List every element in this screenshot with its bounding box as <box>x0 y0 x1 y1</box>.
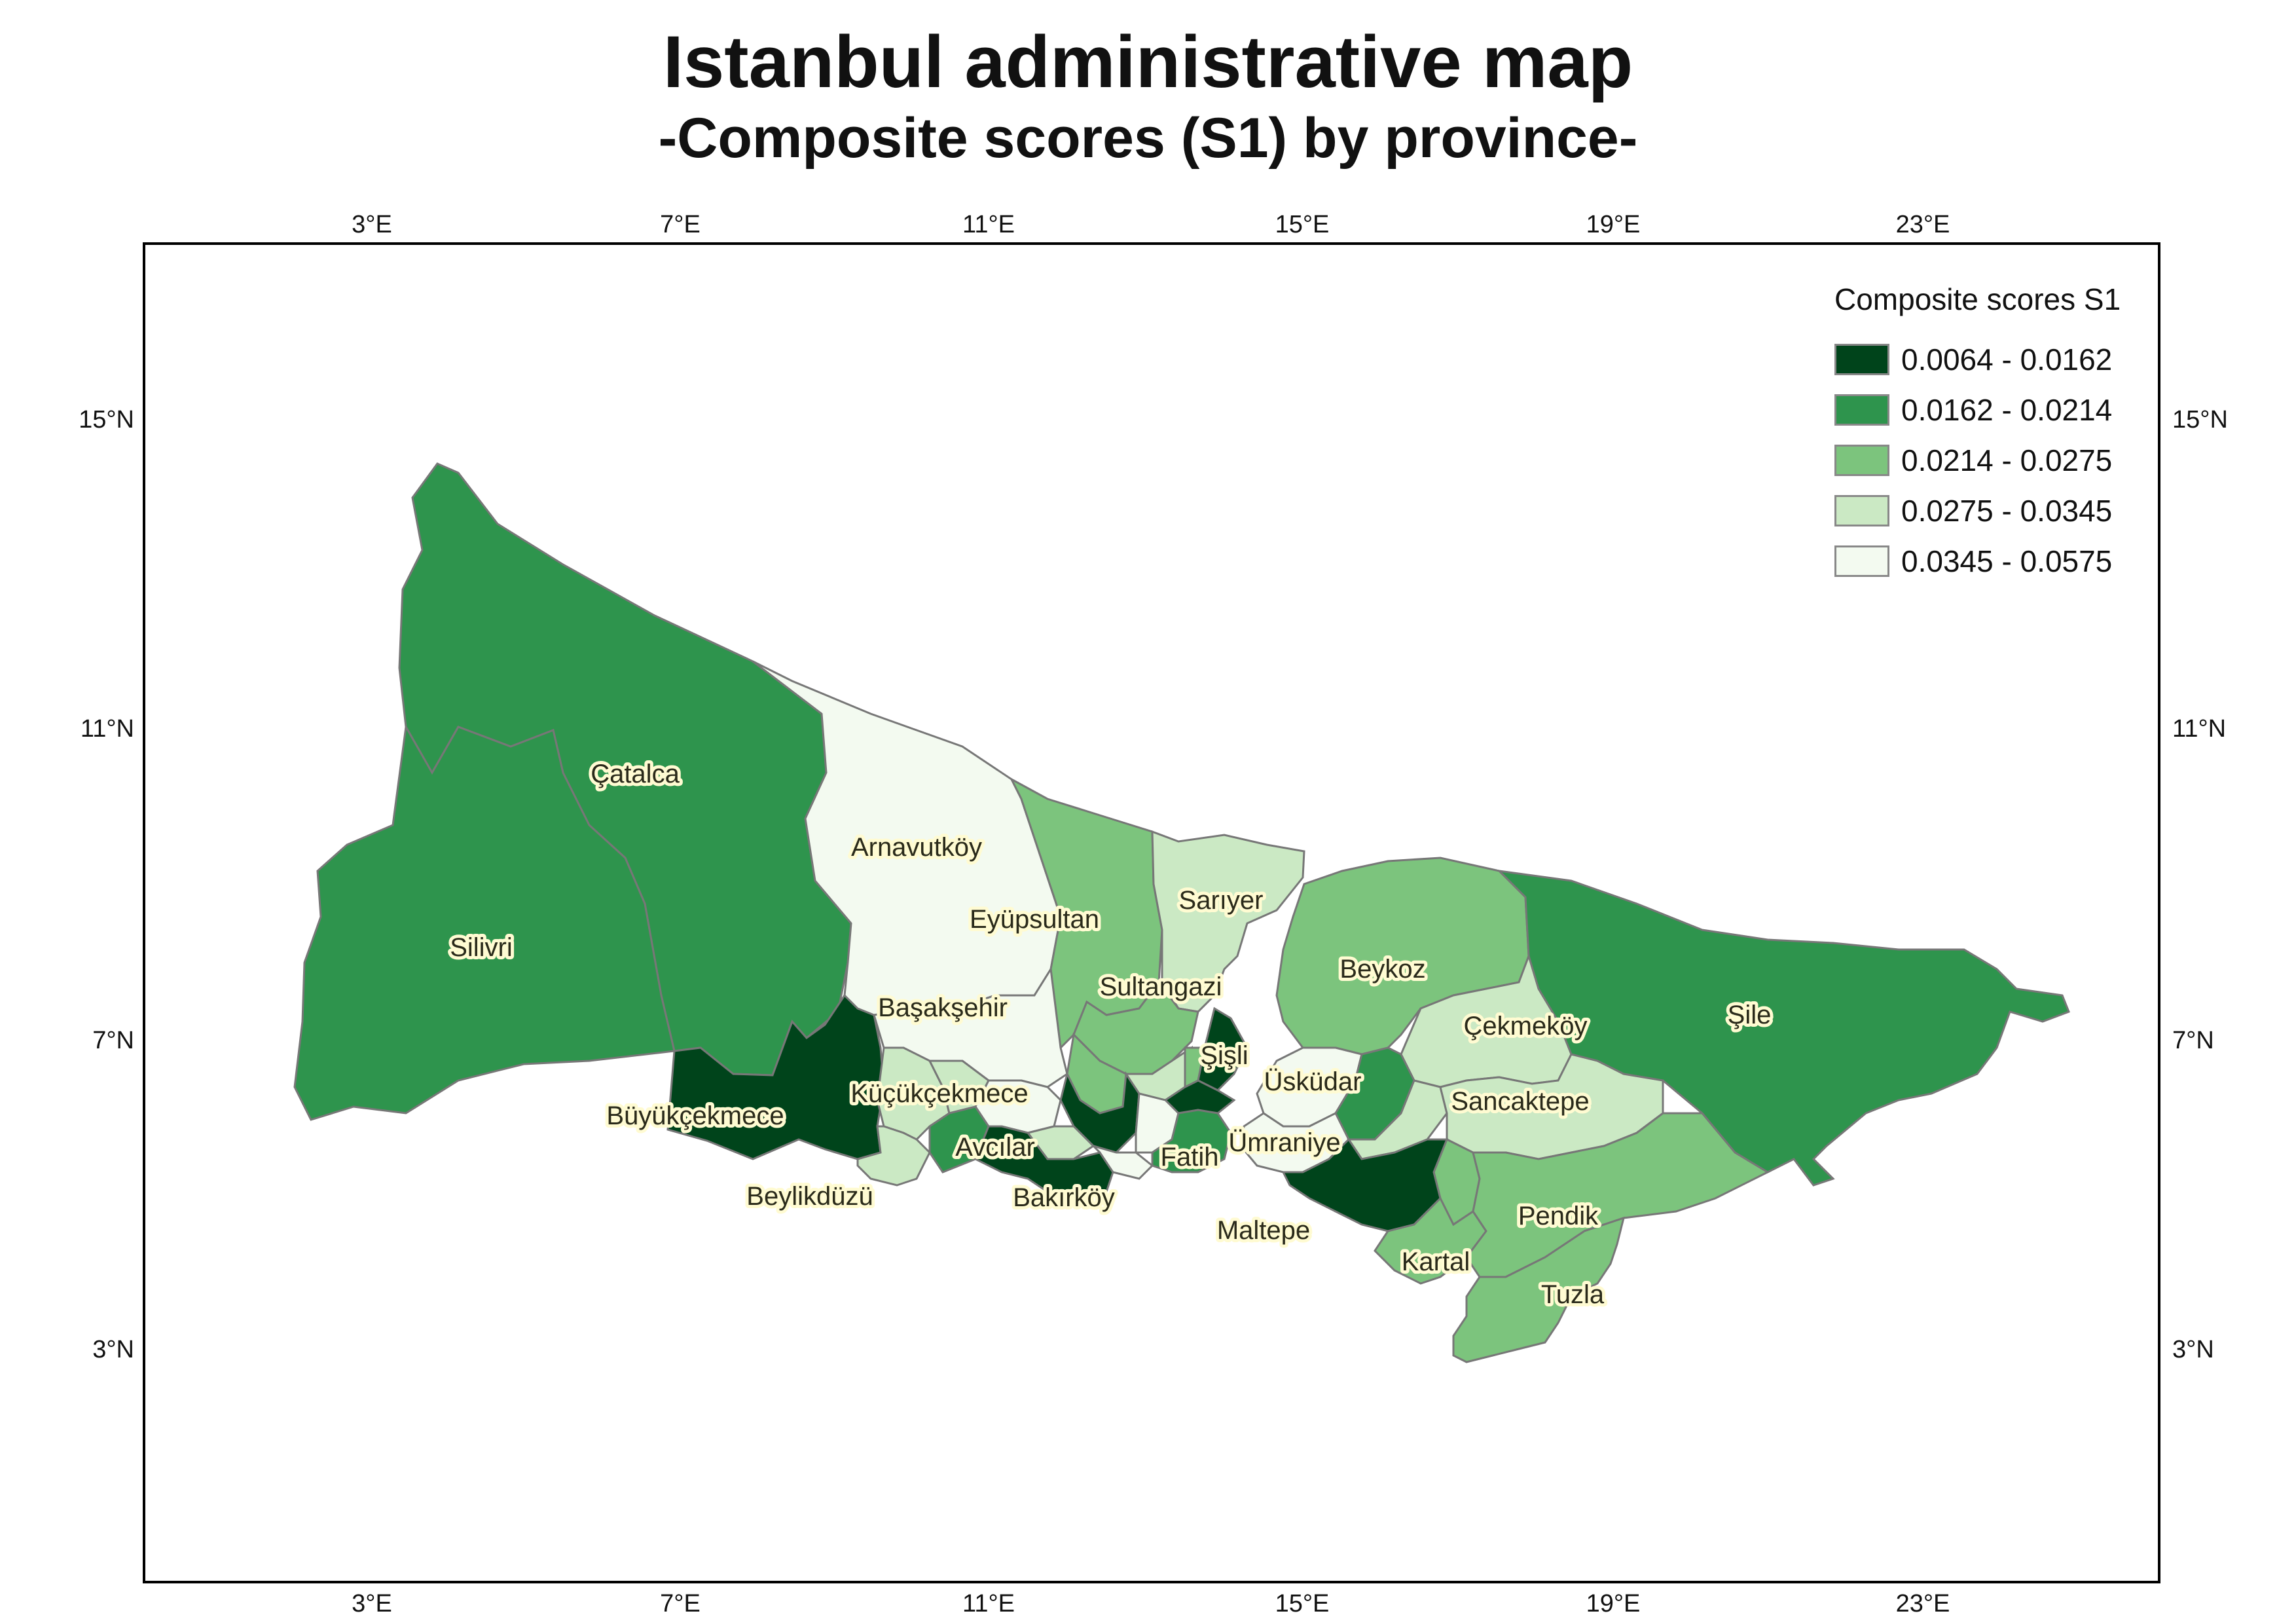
y-tick-left: 15°N <box>79 406 134 434</box>
legend-item: 0.0214 - 0.0275 <box>1834 435 2136 485</box>
y-tick-right: 3°N <box>2172 1336 2214 1363</box>
x-tick-bottom: 15°E <box>1275 1590 1330 1617</box>
label-maltepe: Maltepe <box>1217 1216 1310 1245</box>
label-umraniye: Ümraniye <box>1228 1128 1340 1157</box>
y-tick-left: 3°N <box>92 1336 134 1363</box>
map-subtitle: -Composite scores (S1) by province- <box>658 107 1638 170</box>
x-tick-top: 3°E <box>352 211 392 238</box>
district-kucukcekmece[interactable] <box>876 1046 951 1141</box>
legend-swatch <box>1834 545 1889 577</box>
district-pendik[interactable] <box>1465 1112 1770 1278</box>
legend-swatch <box>1834 494 1889 526</box>
legend-label: 0.0064 - 0.0162 <box>1901 342 2113 377</box>
map-frame <box>143 242 2160 1583</box>
label-kucukcekmece: Küçükçekmece <box>850 1079 1028 1108</box>
label-arnavutkoy: Arnavutköy <box>851 833 982 862</box>
x-tick-top: 23°E <box>1895 211 1950 238</box>
legend-item: 0.0064 - 0.0162 <box>1834 334 2136 384</box>
y-tick-right: 15°N <box>2172 406 2228 434</box>
label-uskudar: Üsküdar <box>1264 1067 1362 1096</box>
label-silivri: Silivri <box>450 933 513 962</box>
district-silivri[interactable] <box>293 724 676 1121</box>
legend-label: 0.0214 - 0.0275 <box>1901 443 2113 477</box>
x-tick-top: 15°E <box>1275 211 1330 238</box>
district-buyukcekmece[interactable] <box>666 993 885 1160</box>
label-kartal: Kartal <box>1402 1247 1470 1276</box>
legend-swatch <box>1834 394 1889 426</box>
x-tick-bottom: 7°E <box>660 1590 701 1617</box>
label-sile: Şile <box>1728 1001 1772 1029</box>
district-besiktas[interactable] <box>1184 1046 1206 1089</box>
y-tick-left: 11°N <box>80 715 134 743</box>
label-beykoz: Beykoz <box>1339 955 1425 984</box>
label-fatih: Fatih <box>1161 1143 1219 1172</box>
label-sultangazi: Sultangazi <box>1100 972 1222 1001</box>
label-cekmekoy: Çekmeköy <box>1464 1012 1588 1041</box>
label-avcilar: Avcılar <box>955 1133 1035 1162</box>
y-tick-left: 7°N <box>92 1027 134 1054</box>
district-zeytinburnu[interactable] <box>1089 1143 1154 1180</box>
label-basaksehir: Başakşehir <box>878 993 1008 1022</box>
label-eyupsultan: Eyüpsultan <box>970 905 1099 934</box>
y-tick-right: 11°N <box>2172 715 2227 743</box>
x-tick-bottom: 23°E <box>1895 1590 1950 1617</box>
district-fatih[interactable] <box>1151 1109 1232 1173</box>
label-sisli: Şişli <box>1200 1041 1248 1070</box>
legend-label: 0.0345 - 0.0575 <box>1901 544 2113 578</box>
legend-item: 0.0345 - 0.0575 <box>1834 536 2136 586</box>
district-tuzla[interactable] <box>1452 1216 1626 1363</box>
legend-label: 0.0275 - 0.0345 <box>1901 493 2113 528</box>
x-tick-bottom: 19°E <box>1586 1590 1641 1617</box>
y-tick-right: 7°N <box>2172 1027 2214 1054</box>
district-maltepe[interactable] <box>1281 1137 1449 1232</box>
map-title: Istanbul administrative map <box>663 21 1633 103</box>
legend-swatch <box>1834 343 1889 375</box>
label-catalca: Çatalca <box>591 760 680 788</box>
legend-title: Composite scores S1 <box>1834 282 2121 316</box>
label-pendik: Pendik <box>1518 1202 1599 1230</box>
x-tick-bottom: 3°E <box>352 1590 392 1617</box>
district-beylikduzu[interactable] <box>856 1125 931 1187</box>
x-tick-bottom: 11°E <box>962 1590 1015 1617</box>
district-sariyer[interactable] <box>1151 830 1305 1013</box>
x-tick-top: 7°E <box>660 211 701 238</box>
label-bakirkoy: Bakırköy <box>1013 1183 1115 1212</box>
label-sancaktepe: Sancaktepe <box>1451 1087 1589 1116</box>
legend-item: 0.0275 - 0.0345 <box>1834 485 2136 536</box>
legend: Composite scores S1 0.0064 - 0.0162 0.01… <box>1834 282 2136 586</box>
district-bakirkoy[interactable] <box>974 1125 1114 1200</box>
legend-label: 0.0162 - 0.0214 <box>1901 392 2113 427</box>
x-tick-top: 19°E <box>1586 211 1641 238</box>
label-buyukcekmece: Büyükçekmece <box>606 1101 784 1130</box>
x-tick-top: 11°E <box>962 211 1015 238</box>
legend-item: 0.0162 - 0.0214 <box>1834 384 2136 435</box>
label-sariyer: Sarıyer <box>1179 886 1264 915</box>
label-tuzla: Tuzla <box>1541 1280 1605 1309</box>
label-beylikduzu: Beylikdüzü <box>746 1182 873 1211</box>
legend-swatch <box>1834 444 1889 476</box>
